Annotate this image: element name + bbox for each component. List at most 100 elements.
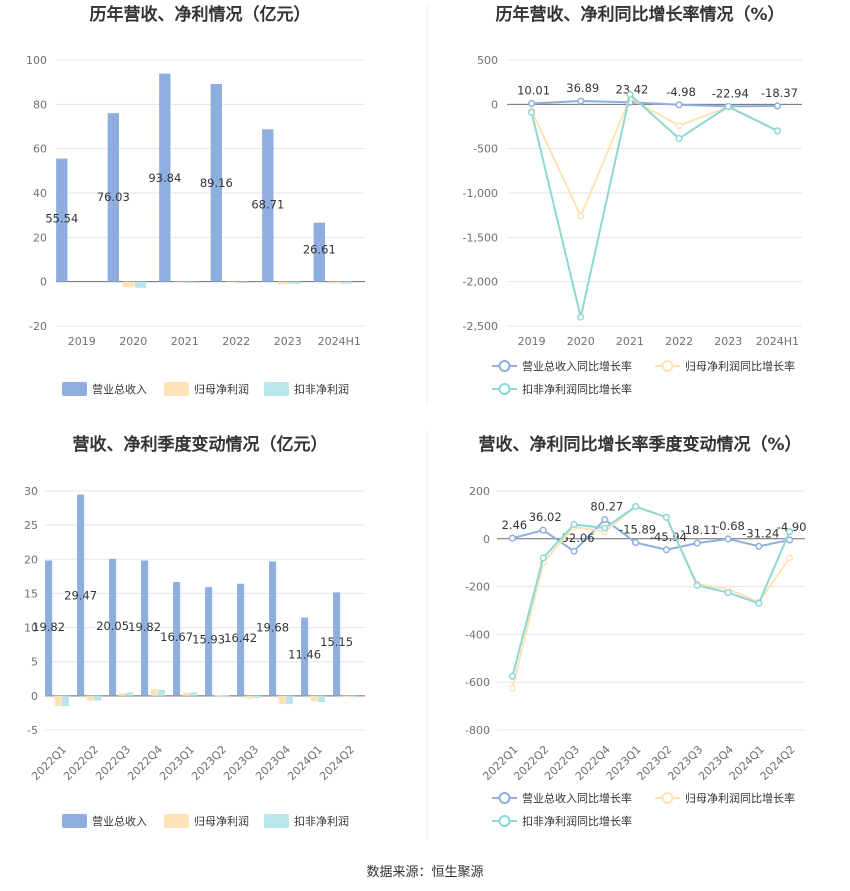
bar-deducted-net-profit: [186, 281, 198, 283]
line-data-label: -4.98: [666, 85, 696, 99]
bar-data-label: 19.82: [32, 620, 65, 634]
bar-data-label: 26.61: [303, 242, 336, 256]
y-tick-label: 500: [477, 54, 498, 67]
series-point: [662, 513, 670, 521]
legend-label: 扣非净利润: [294, 814, 349, 828]
bar-parent-net-profit: [310, 695, 318, 702]
bar-revenue: [45, 560, 53, 696]
series-point: [755, 599, 763, 607]
x-tick-label: 2024Q2: [317, 743, 357, 783]
y-tick-label: 20: [33, 231, 47, 244]
bar-revenue: [262, 129, 274, 282]
legend-label: 归母净利润同比增长率: [685, 791, 795, 805]
line-data-label: -18.37: [761, 86, 798, 100]
legend-label: 扣非净利润: [294, 382, 349, 396]
bar-revenue: [237, 583, 245, 696]
y-tick-label: 100: [26, 54, 47, 67]
bar-revenue: [56, 158, 68, 282]
bar-revenue: [313, 222, 325, 282]
bar-parent-net-profit: [342, 695, 350, 698]
bar-deducted-net-profit: [289, 281, 301, 284]
x-tick-label: 2021: [171, 335, 199, 348]
x-tick-label: 2023: [274, 335, 302, 348]
y-tick-label: -20: [29, 320, 47, 333]
series-point: [724, 103, 732, 111]
y-tick-label: -2,000: [463, 276, 498, 289]
y-tick-label: -5: [27, 724, 38, 737]
series-point: [675, 101, 683, 109]
series-point: [724, 589, 732, 597]
series-point: [570, 547, 578, 555]
y-tick-label: 0: [491, 98, 498, 111]
series-point: [662, 546, 670, 554]
bar-parent-net-profit: [225, 281, 238, 283]
bar-deducted-net-profit: [317, 695, 326, 703]
series-point: [755, 542, 763, 550]
legend-swatch: [164, 814, 189, 828]
line-data-label: 23.42: [615, 82, 648, 96]
bar-revenue: [159, 73, 171, 282]
y-tick-label: 30: [24, 485, 38, 498]
y-tick-label: 60: [33, 143, 47, 156]
bar-revenue: [107, 113, 119, 282]
chart-1: 历年营收、净利情况（亿元） 100 80 60 40 20 0 -20 2019 2020 2021…: [26, 4, 365, 396]
bar-revenue: [173, 582, 181, 696]
bar-deducted-net-profit: [93, 695, 102, 701]
y-tick-label: 0: [31, 690, 38, 703]
bar-parent-net-profit: [328, 281, 341, 284]
y-tick-label: -600: [465, 676, 490, 689]
legend-label: 营业总收入同比增长率: [522, 791, 632, 805]
bar-data-label: 76.03: [97, 190, 130, 204]
x-tick-label: 2022: [222, 335, 250, 348]
x-tick-label: 2023: [714, 335, 742, 348]
bar-data-label: 19.82: [128, 620, 161, 634]
bar-data-label: 55.54: [45, 212, 78, 226]
chart-4: 营收、净利同比增长率季度变动情况（%） 200 0 -200 -400 -600 -800 2…: [465, 434, 806, 828]
series-point: [693, 539, 701, 547]
line-data-label: 2.46: [502, 518, 528, 532]
y-tick-label: 200: [469, 485, 490, 498]
bar-parent-net-profit: [214, 695, 222, 697]
y-tick-label: -800: [465, 724, 490, 737]
series-point: [539, 554, 547, 562]
bar-parent-net-profit: [118, 693, 126, 696]
series-point: [632, 502, 640, 511]
x-tick-label: 2024H1: [318, 335, 361, 348]
series-point: [570, 520, 578, 529]
series-point: [675, 122, 683, 130]
bar-deducted-net-profit: [237, 281, 250, 283]
legend-swatch-marker: [661, 792, 674, 804]
y-tick-label: -1,000: [463, 187, 498, 200]
bar-data-label: 16.42: [224, 631, 257, 645]
chart-2: 历年营收、净利同比增长率情况（%） 500 0 -500 -1,000 -1,500 -2,…: [463, 4, 802, 396]
bar-deducted-net-profit: [221, 695, 230, 697]
y-tick-label: 40: [33, 187, 47, 200]
bar-deducted-net-profit: [134, 281, 147, 288]
series-point: [632, 539, 640, 547]
y-tick-label: 25: [24, 519, 38, 532]
legend-label: 归母净利润: [194, 382, 249, 396]
bar-parent-net-profit: [182, 692, 190, 696]
series-point: [577, 97, 585, 105]
series-point: [577, 212, 585, 220]
series-point: [508, 672, 516, 680]
series-point: [786, 554, 794, 562]
source-label: 数据来源：恒生聚源: [366, 865, 483, 880]
x-tick-label: 2021: [616, 335, 644, 348]
bar-revenue: [333, 592, 341, 696]
bar-revenue: [141, 560, 149, 696]
y-tick-label: 20: [24, 553, 38, 566]
bar-data-label: 11.46: [288, 647, 321, 661]
series-point: [508, 534, 516, 542]
legend-swatch: [62, 814, 87, 828]
series-point: [601, 524, 609, 532]
y-tick-label: -2,500: [463, 320, 498, 333]
bar-revenue: [301, 617, 309, 696]
x-tick-label: 2019: [68, 335, 96, 348]
legend-swatch-marker: [498, 792, 511, 804]
x-tick-label: 2020: [119, 335, 147, 348]
x-tick-label: 2022: [665, 335, 693, 348]
bar-data-label: 68.71: [251, 198, 284, 212]
bar-deducted-net-profit: [157, 689, 166, 696]
